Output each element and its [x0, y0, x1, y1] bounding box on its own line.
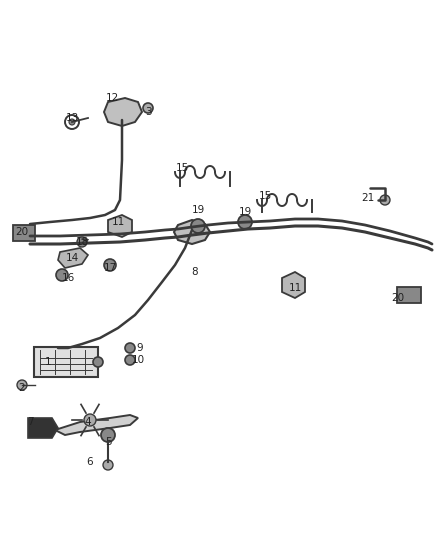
Text: 8: 8: [192, 267, 198, 277]
Circle shape: [69, 119, 75, 125]
Circle shape: [103, 460, 113, 470]
Polygon shape: [104, 98, 142, 126]
Polygon shape: [282, 272, 305, 298]
Text: 10: 10: [131, 355, 145, 365]
Text: 1: 1: [45, 357, 51, 367]
Text: 12: 12: [106, 93, 119, 103]
FancyBboxPatch shape: [397, 287, 421, 303]
Text: 7: 7: [27, 417, 33, 427]
Text: 6: 6: [87, 457, 93, 467]
Circle shape: [101, 428, 115, 442]
Polygon shape: [58, 248, 88, 268]
Text: 19: 19: [238, 207, 251, 217]
Text: 17: 17: [103, 263, 117, 273]
Circle shape: [77, 237, 87, 247]
Circle shape: [191, 219, 205, 233]
Text: 15: 15: [258, 191, 272, 201]
Circle shape: [125, 355, 135, 365]
Circle shape: [104, 259, 116, 271]
Circle shape: [17, 380, 27, 390]
Circle shape: [56, 269, 68, 281]
Text: 19: 19: [191, 205, 205, 215]
Text: 4: 4: [85, 417, 91, 427]
Text: 16: 16: [61, 273, 74, 283]
Polygon shape: [55, 415, 138, 435]
Polygon shape: [174, 220, 210, 244]
Text: 5: 5: [105, 437, 111, 447]
Circle shape: [93, 357, 103, 367]
Text: 9: 9: [137, 343, 143, 353]
Polygon shape: [108, 215, 132, 237]
Text: 11: 11: [288, 283, 302, 293]
Text: 11: 11: [111, 217, 125, 227]
Circle shape: [125, 343, 135, 353]
Text: 3: 3: [145, 107, 151, 117]
Text: 2: 2: [19, 383, 25, 393]
Text: 13: 13: [65, 113, 79, 123]
Circle shape: [380, 195, 390, 205]
Text: 20: 20: [15, 227, 28, 237]
Circle shape: [84, 414, 96, 426]
FancyBboxPatch shape: [13, 225, 35, 241]
Text: 20: 20: [392, 293, 405, 303]
Circle shape: [143, 103, 153, 113]
Circle shape: [238, 215, 252, 229]
Polygon shape: [28, 418, 58, 438]
Text: 14: 14: [65, 253, 79, 263]
Text: 15: 15: [175, 163, 189, 173]
Text: 21: 21: [361, 193, 374, 203]
Text: 18: 18: [75, 237, 88, 247]
FancyBboxPatch shape: [34, 347, 98, 377]
